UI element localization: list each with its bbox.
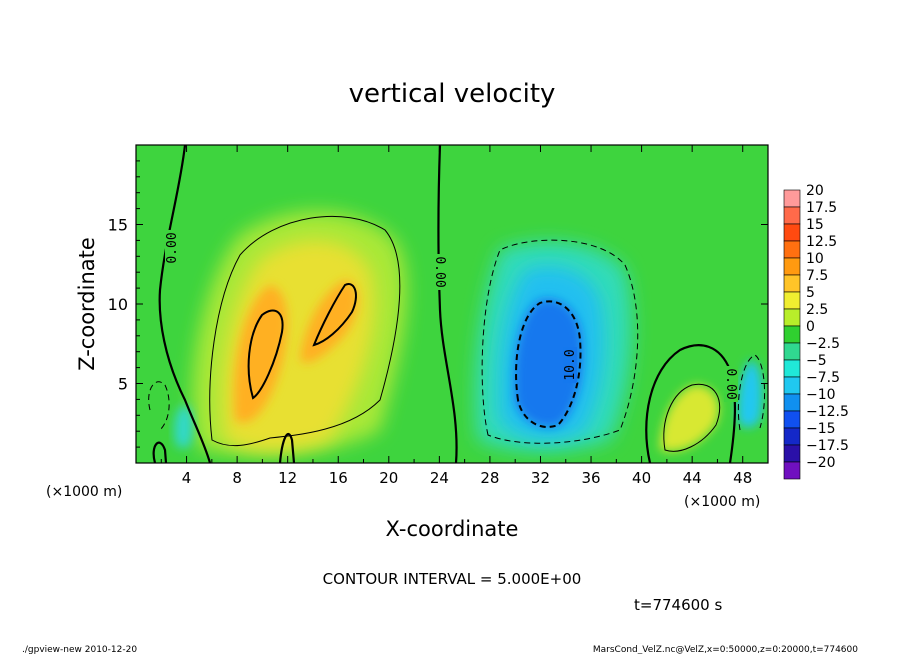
colorbar-label: 12.5 <box>806 234 837 250</box>
x-unit-left: (×1000 m) <box>46 484 122 500</box>
x-tick-label: 24 <box>430 469 449 487</box>
x-tick-label: 28 <box>480 469 499 487</box>
x-tick-label: 48 <box>733 469 752 487</box>
colorbar-label: 17.5 <box>806 200 837 216</box>
colorbar-swatch <box>783 376 801 395</box>
minus-ten-contours <box>515 300 582 428</box>
colorbar-label: −7.5 <box>806 370 840 386</box>
y-tick-label: 5 <box>118 375 128 394</box>
colorbar-label: −12.5 <box>806 404 849 420</box>
colorbar-swatch <box>783 189 801 208</box>
colorbar-swatch <box>783 427 801 446</box>
colorbar-swatch <box>783 444 801 463</box>
time-stamp: t=774600 s <box>634 596 722 614</box>
colorbar-label: 10 <box>806 251 824 267</box>
colorbar-label: −20 <box>806 455 836 471</box>
x-tick-label: 40 <box>632 469 651 487</box>
colorbar-swatch <box>783 257 801 276</box>
colorbar-label: 0 <box>806 319 815 335</box>
updraft-orange-left <box>234 285 288 423</box>
colorbar-label: −2.5 <box>806 336 840 352</box>
y-axis: 5 10 15 <box>108 160 768 448</box>
colorbar-swatch <box>783 461 801 480</box>
x-unit-right: (×1000 m) <box>684 494 760 510</box>
colorbar-swatch <box>783 291 801 310</box>
colorbar-swatch <box>783 223 801 242</box>
minus-five-contours <box>148 239 765 444</box>
colorbar-swatch <box>783 359 801 378</box>
plot-area: 0.00 0.00 10.0 0.00 <box>136 145 768 463</box>
y-tick-label: 15 <box>108 216 128 235</box>
contour-label: 0.00 <box>165 232 180 263</box>
colorbar-label: 5 <box>806 285 815 301</box>
x-tick-label: 4 <box>182 469 192 487</box>
x-axis-title: X-coordinate <box>386 517 519 541</box>
colorbar-label: −17.5 <box>806 438 849 454</box>
y-tick-label: 10 <box>108 295 128 314</box>
contour-label: 0.00 <box>432 256 447 287</box>
colorbar-label: 15 <box>806 217 824 233</box>
contour-label: 0.00 <box>723 368 738 399</box>
colorbar-label: −5 <box>806 353 827 369</box>
contour-labels: 0.00 0.00 10.0 0.00 <box>165 230 738 402</box>
chart-title: vertical velocity <box>349 79 556 109</box>
colorbar-swatch <box>783 342 801 361</box>
x-tick-label: 12 <box>278 469 297 487</box>
colorbar-swatch <box>783 410 801 429</box>
colorbar-label: 7.5 <box>806 268 828 284</box>
downdraft-left-small <box>174 405 194 449</box>
colorbar-label: 20 <box>806 183 824 199</box>
colorbar-swatch <box>783 325 801 344</box>
colorbar-swatch <box>783 308 801 327</box>
x-axis: 4 8 12 16 20 24 28 32 36 40 44 48 <box>160 145 752 487</box>
colorbar-swatch <box>783 206 801 225</box>
x-tick-label: 20 <box>379 469 398 487</box>
contour-interval-note: CONTOUR INTERVAL = 5.000E+00 <box>323 570 582 588</box>
updraft-right <box>660 385 719 452</box>
x-tick-label: 36 <box>581 469 600 487</box>
colorbar-swatch <box>783 240 801 259</box>
colorbar: 2017.51512.5107.552.50−2.5−5−7.5−10−12.5… <box>783 183 849 480</box>
y-axis-title: Z-coordinate <box>75 237 99 371</box>
x-tick-label: 16 <box>329 469 348 487</box>
x-tick-label: 44 <box>683 469 702 487</box>
strong-downdraft <box>514 299 583 428</box>
colorbar-label: −10 <box>806 387 836 403</box>
plus-ten-contours <box>247 283 357 400</box>
colorbar-label: −15 <box>806 421 836 437</box>
plus-five-contours <box>209 215 721 452</box>
source-info: MarsCond_VelZ.nc@VelZ,x=0:50000,z=0:2000… <box>593 645 858 654</box>
colorbar-label: 2.5 <box>806 302 828 318</box>
x-tick-label: 32 <box>531 469 550 487</box>
downdraft-right <box>737 360 763 428</box>
contour-label: 10.0 <box>563 349 578 380</box>
colorbar-swatch <box>783 274 801 293</box>
program-info: ./gpview-new 2010-12-20 <box>22 645 137 654</box>
x-tick-label: 8 <box>232 469 242 487</box>
colorbar-swatch <box>783 393 801 412</box>
